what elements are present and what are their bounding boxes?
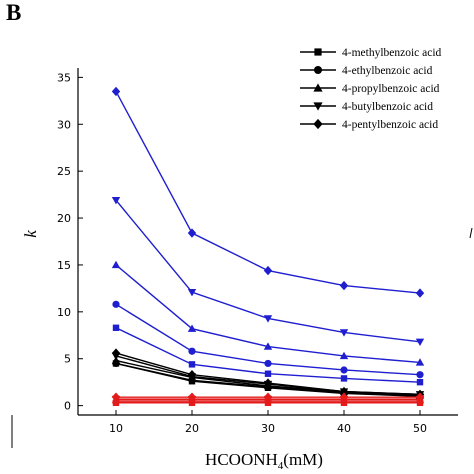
series-blue-circle [112, 300, 424, 379]
x-tick-label: 40 [337, 422, 351, 435]
y-tick-label: 35 [57, 71, 71, 84]
y-tick-label: 5 [64, 353, 71, 366]
data-point [339, 280, 349, 291]
legend: 4-methylbenzoic acid 4-ethylbenzoic acid 4… [300, 47, 442, 131]
y-tick-label: 10 [57, 306, 71, 319]
x-tick-label: 10 [109, 422, 123, 435]
legend-label: 4-pentylbenzoic acid [342, 119, 438, 131]
legend-label: 4-methylbenzoic acid [342, 47, 442, 59]
data-point [263, 315, 273, 323]
data-point [340, 399, 348, 407]
right-edge-label-fragment [469, 227, 473, 239]
data-point [340, 366, 348, 374]
data-point [112, 360, 120, 367]
data-point [187, 288, 197, 297]
x-tick-label: 50 [413, 422, 427, 435]
legend-label: 4-propylbenzoic acid [342, 83, 440, 95]
data-point [416, 371, 424, 379]
data-point [416, 378, 424, 386]
data-point [112, 324, 120, 331]
legend-marker [313, 102, 323, 111]
data-point [188, 399, 196, 407]
series-red-square [112, 399, 424, 407]
legend-label: 4-butylbenzoic acid [342, 101, 433, 113]
data-point [188, 347, 196, 355]
y-tick-label: 15 [57, 259, 71, 272]
data-point [111, 260, 121, 269]
data-point [339, 351, 349, 360]
data-point [263, 265, 273, 276]
legend-item: 4-methylbenzoic acid [300, 47, 442, 59]
legend-marker [314, 66, 322, 74]
data-point [264, 359, 272, 368]
data-point [187, 324, 197, 332]
series-blue-square [112, 324, 424, 386]
data-point [340, 375, 348, 382]
legend-item: 4-ethylbenzoic acid [300, 65, 433, 77]
data-point [187, 228, 197, 238]
legend-marker [314, 48, 322, 56]
data-point [112, 399, 120, 407]
y-tick-label: 0 [64, 400, 71, 413]
y-tick-label: 25 [57, 165, 71, 178]
data-point [111, 197, 121, 205]
data-point [263, 342, 273, 350]
series-blue-diamond [111, 86, 425, 298]
x-tick-label: 20 [185, 422, 199, 435]
data-point [264, 370, 272, 377]
legend-item: 4-pentylbenzoic acid [300, 118, 438, 131]
y-axis-label: k [21, 230, 40, 238]
data-point [112, 300, 120, 308]
data-point [111, 86, 121, 97]
legend-item: 4-propylbenzoic acid [300, 83, 440, 95]
data-point [339, 329, 349, 337]
data-point [264, 384, 272, 392]
legend-marker [313, 118, 323, 130]
legend-label: 4-ethylbenzoic acid [342, 65, 433, 77]
y-tick-label: 20 [57, 212, 71, 225]
data-point [416, 399, 424, 407]
panel-label: B [6, 0, 22, 25]
y-tick-label: 30 [57, 118, 71, 131]
data-point [188, 361, 196, 368]
legend-marker [313, 83, 323, 92]
data-point [188, 378, 196, 385]
data-point [264, 399, 272, 407]
series-blue-triangle-up [111, 260, 425, 366]
x-tick-label: 30 [261, 422, 275, 435]
data-point [415, 338, 425, 347]
data-point [415, 288, 425, 298]
legend-item: 4-butylbenzoic acid [300, 101, 433, 113]
series-blue-triangle-down [111, 197, 425, 347]
x-axis-label: HCOONH4(mM) [205, 450, 323, 472]
data-point [415, 358, 425, 366]
